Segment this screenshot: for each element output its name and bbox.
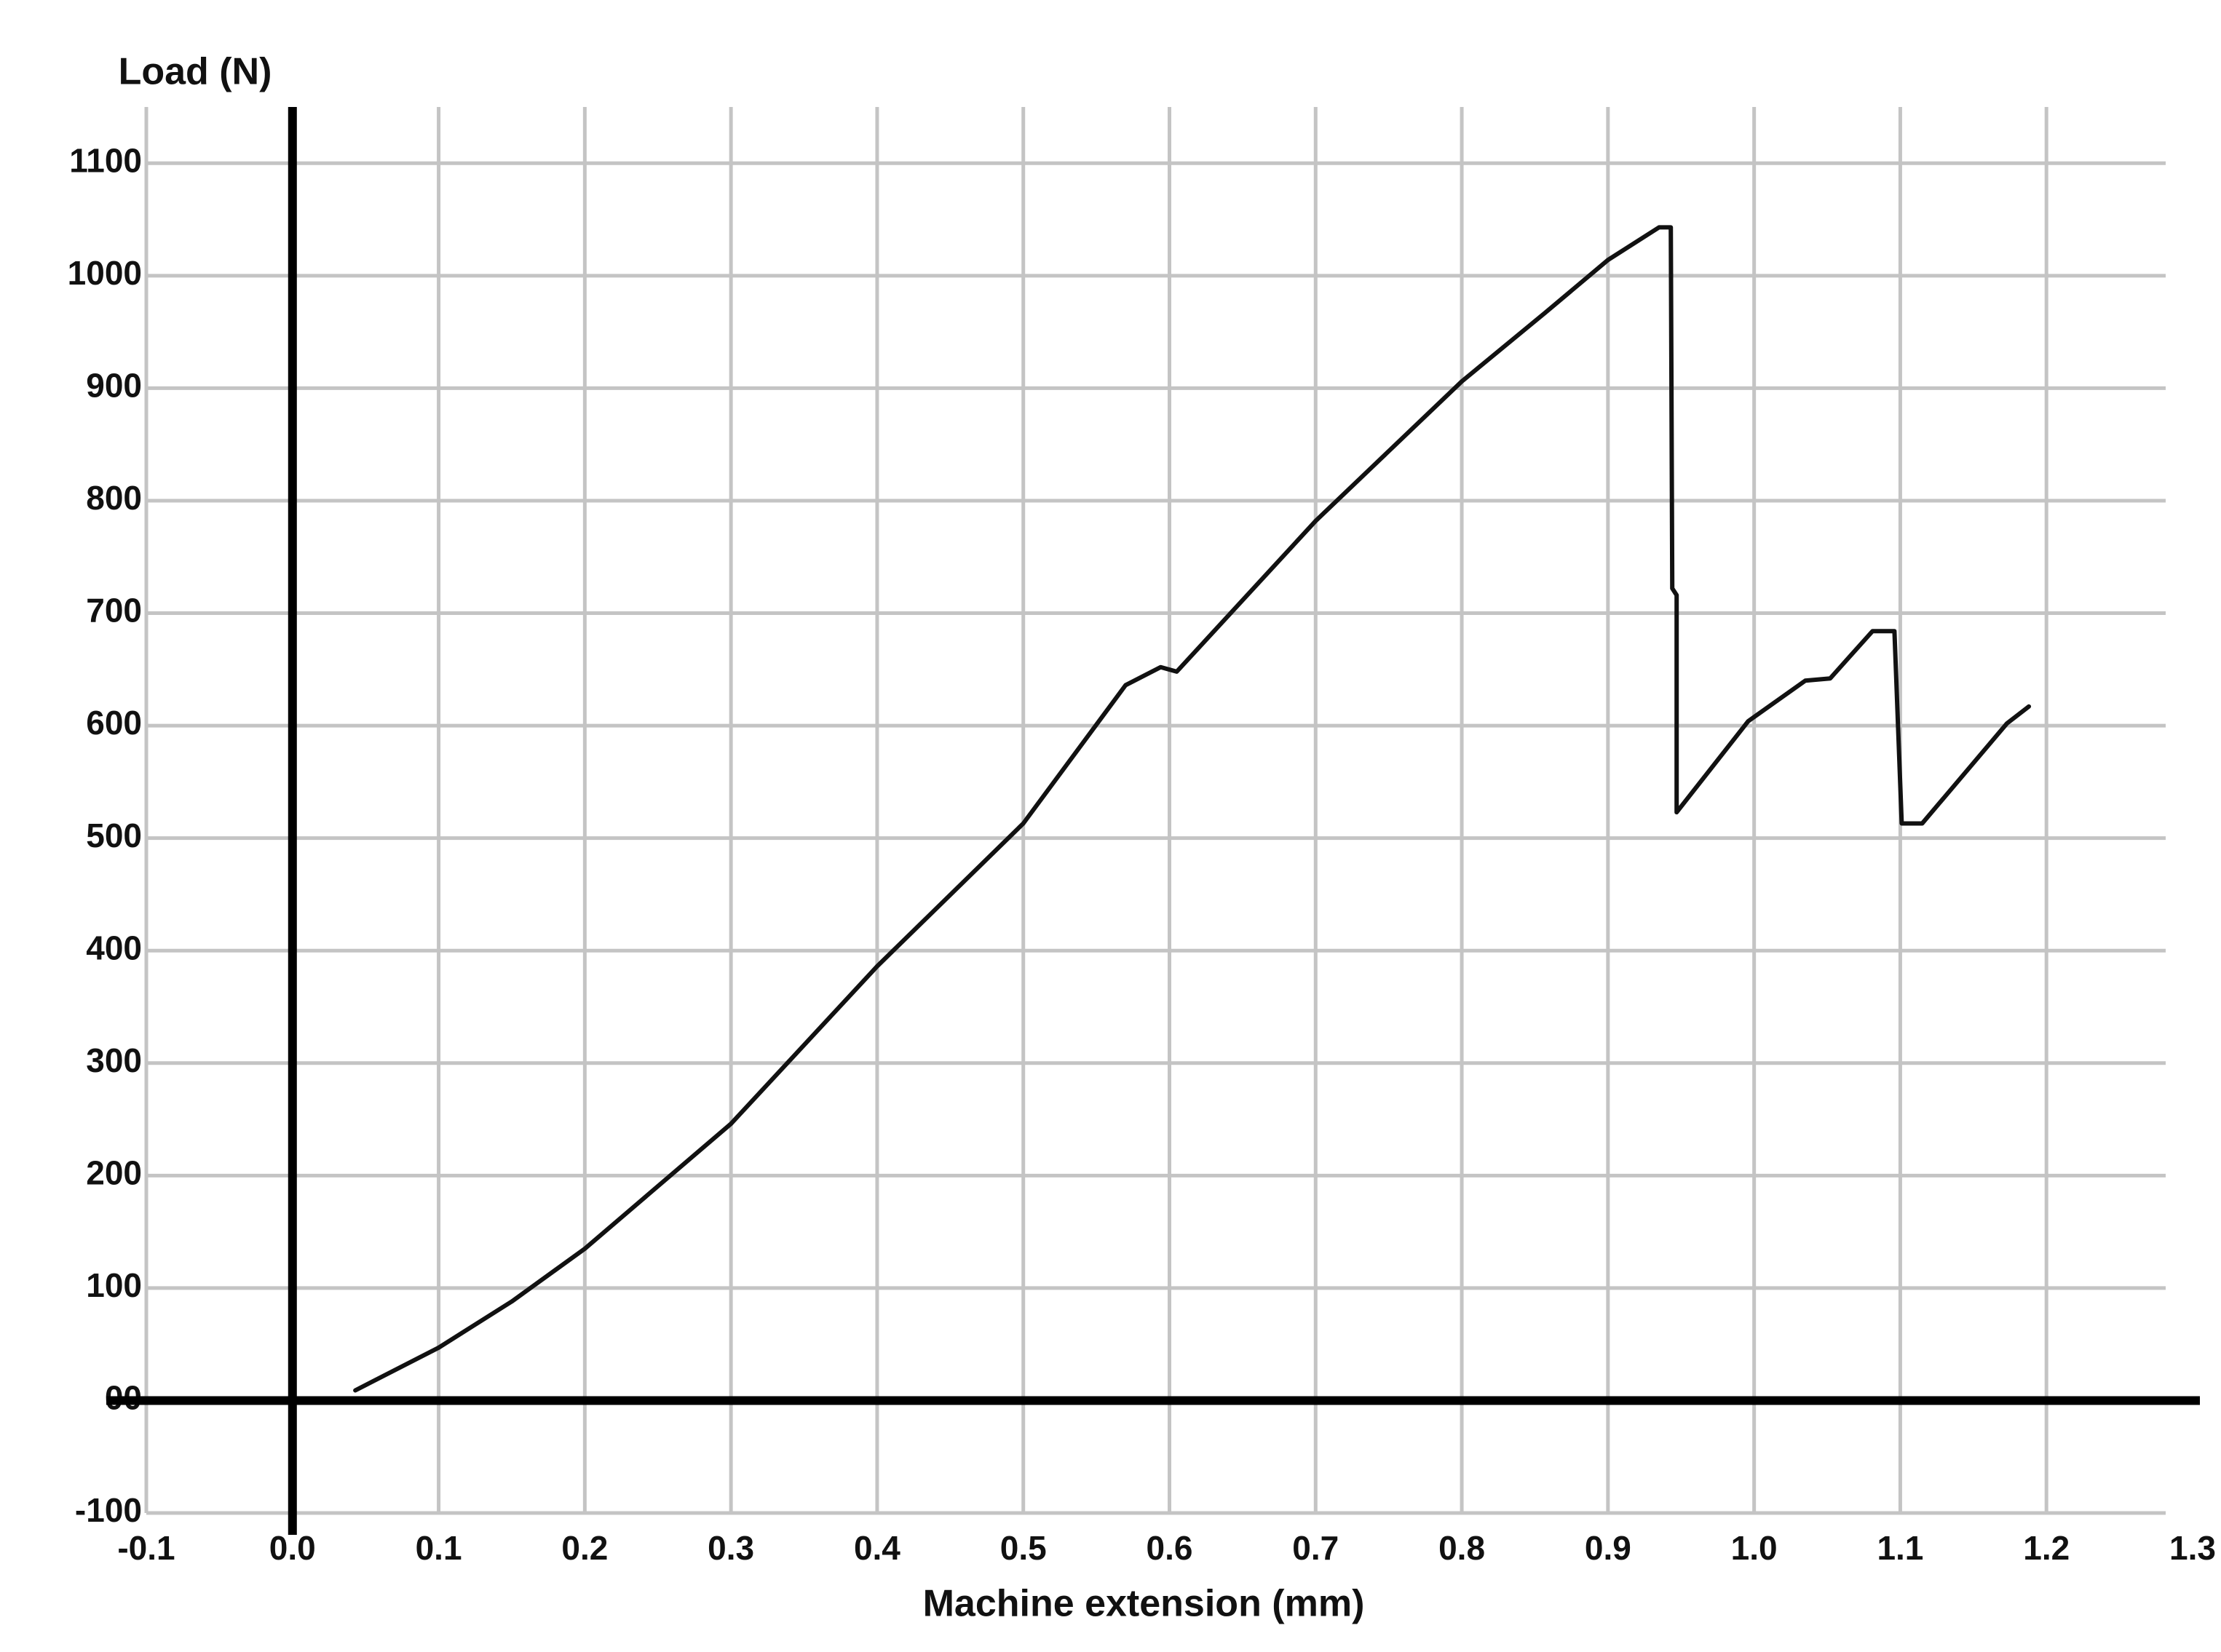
y-tick-label: 200: [86, 1153, 142, 1191]
y-tick-label: 900: [86, 367, 142, 405]
x-tick-label: 0.7: [1292, 1529, 1339, 1567]
x-tick-label: 1.2: [2023, 1529, 2070, 1567]
x-tick-label: -0.1: [117, 1529, 175, 1567]
y-tick-label: 500: [86, 817, 142, 854]
y-tick-label: 100: [86, 1266, 142, 1304]
x-tick-label: 0.3: [708, 1529, 754, 1567]
y-tick-label: -100: [75, 1491, 142, 1529]
x-tick-label: 0.6: [1147, 1529, 1193, 1567]
y-tick-label: 1100: [69, 141, 142, 179]
y-tick-label: 700: [86, 592, 142, 630]
x-tick-label: 0.0: [269, 1529, 316, 1567]
x-tick-label: 0.1: [416, 1529, 462, 1567]
x-tick-label: 1.3: [2169, 1529, 2216, 1567]
x-tick-label: 0.4: [854, 1529, 900, 1567]
y-tick-label: 400: [86, 929, 142, 966]
x-tick-label: 0.2: [561, 1529, 608, 1567]
y-tick-label: 1000: [68, 254, 142, 292]
x-tick-label: 0.8: [1438, 1529, 1485, 1567]
x-axis-title: Machine extension (mm): [923, 1583, 1365, 1625]
x-tick-label: 0.9: [1585, 1529, 1631, 1567]
x-tick-label: 1.1: [1877, 1529, 1923, 1567]
y-axis-title: Load (N): [119, 51, 272, 93]
y-tick-label: 300: [86, 1041, 142, 1079]
x-tick-label: 0.5: [1000, 1529, 1047, 1567]
x-tick-label: 1.0: [1731, 1529, 1778, 1567]
data-line: [353, 225, 2032, 1393]
y-tick-label: 600: [86, 704, 142, 742]
y-tick-label: 800: [86, 479, 142, 517]
